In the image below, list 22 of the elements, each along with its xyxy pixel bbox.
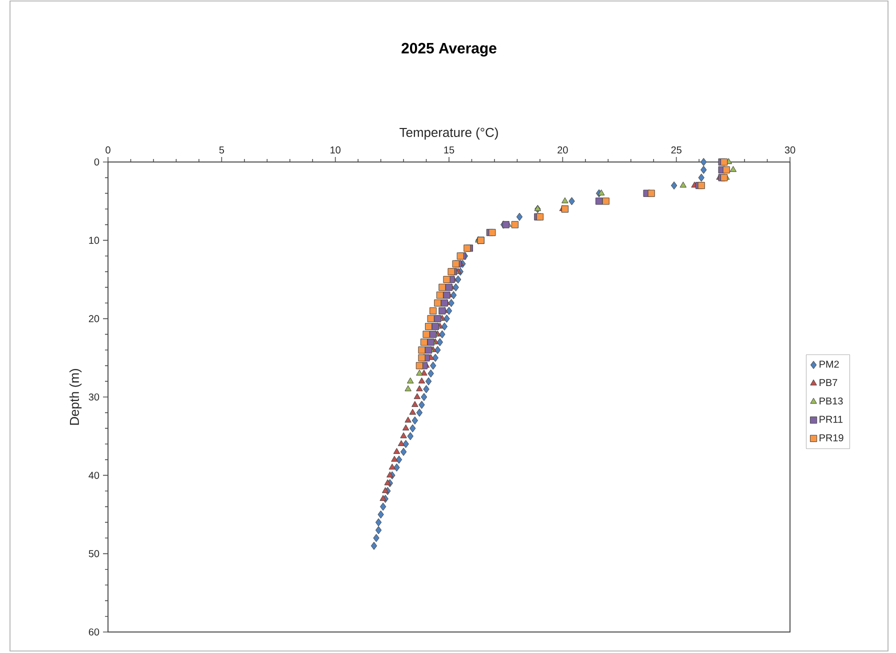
x-tick-label: 30 xyxy=(784,146,796,154)
x-tick-label: 5 xyxy=(219,146,224,154)
y-axis-title: Depth (m) xyxy=(69,369,82,425)
y-tick-label: 50 xyxy=(88,550,100,558)
legend-label: PR11 xyxy=(820,416,843,423)
y-tick-label: 60 xyxy=(88,628,100,636)
x-tick-label: 0 xyxy=(106,146,110,154)
y-tick-label: 0 xyxy=(94,158,100,166)
x-tick-label: 20 xyxy=(558,146,568,154)
x-tick-label: 10 xyxy=(330,146,340,154)
y-tick-label: 40 xyxy=(88,472,100,479)
y-tick-label: 10 xyxy=(89,236,100,244)
y-tick-label: 20 xyxy=(88,315,100,322)
y-tick-label: 30 xyxy=(88,393,100,401)
chart-title: 2025 Average xyxy=(402,42,496,57)
x-tick-label: 25 xyxy=(671,146,682,154)
legend-label: PR19 xyxy=(820,434,844,442)
legend-label: PB7 xyxy=(820,379,838,386)
x-axis-title: Temperature (°C) xyxy=(400,128,498,140)
legend-label: PM2 xyxy=(820,360,839,368)
x-tick-label: 15 xyxy=(444,146,454,154)
legend-label: PB13 xyxy=(820,397,843,405)
